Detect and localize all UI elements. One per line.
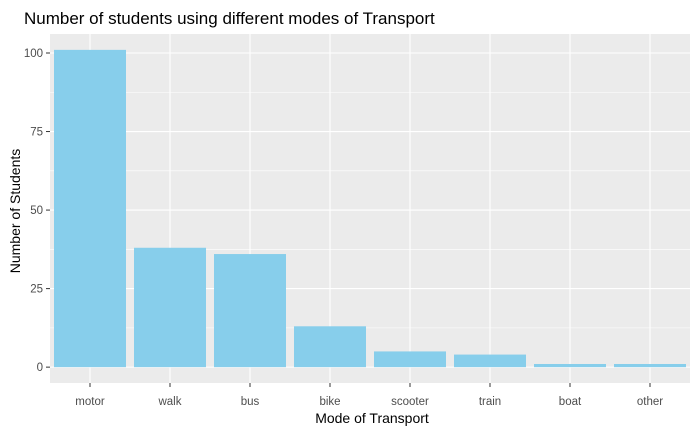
bar-walk xyxy=(134,248,206,367)
bar-motor xyxy=(54,50,126,367)
x-tick-label-bike: bike xyxy=(319,396,340,408)
bar-scooter xyxy=(374,351,446,367)
bar-bike xyxy=(294,326,366,367)
y-tick-label: 50 xyxy=(30,205,43,217)
chart-title: Number of students using different modes… xyxy=(24,9,435,28)
bar-other xyxy=(614,364,686,367)
x-axis-title: Mode of Transport xyxy=(315,410,429,426)
x-axis: motor walk bus bike scooter train boat other xyxy=(75,383,663,408)
x-tick-label-train: train xyxy=(479,396,501,408)
y-axis-title: Number of Students xyxy=(7,149,23,274)
x-tick-label-boat: boat xyxy=(559,396,582,408)
x-tick-label-other: other xyxy=(637,396,663,408)
y-tick-label: 0 xyxy=(37,362,43,374)
x-tick-label-motor: motor xyxy=(75,396,105,408)
bar-boat xyxy=(534,364,606,367)
x-tick-label-walk: walk xyxy=(157,396,181,408)
y-axis: 0 25 50 75 100 xyxy=(24,48,50,374)
y-tick-label: 75 xyxy=(30,127,43,139)
x-tick-label-scooter: scooter xyxy=(391,396,429,408)
bar-bus xyxy=(214,254,286,367)
y-tick-label: 100 xyxy=(24,48,43,60)
y-tick-label: 25 xyxy=(30,284,43,296)
bar-train xyxy=(454,355,526,368)
x-tick-label-bus: bus xyxy=(241,396,260,408)
